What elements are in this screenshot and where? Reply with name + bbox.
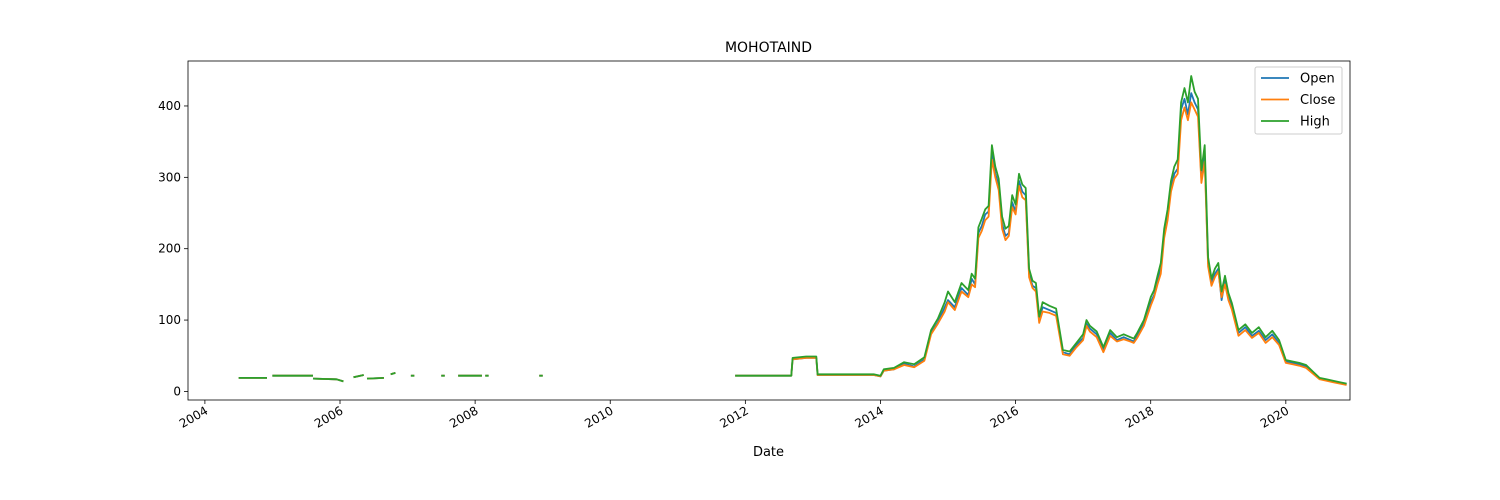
series-line-high-segment-4 bbox=[366, 377, 384, 380]
series-line-high-segment-3 bbox=[353, 374, 364, 379]
x-axis-label: Date bbox=[753, 445, 784, 460]
y-axis: 0 100 200 300 400 bbox=[158, 99, 188, 398]
y-tick-label: 400 bbox=[158, 99, 181, 113]
chart-title: MOHOTAIND bbox=[725, 40, 812, 56]
y-tick-label: 200 bbox=[158, 242, 181, 256]
legend-box bbox=[1254, 66, 1343, 135]
y-tick-label: 0 bbox=[173, 384, 181, 398]
legend: Open Close High bbox=[1254, 66, 1343, 135]
plot-lines bbox=[238, 75, 1347, 386]
series-line-high-segment-2 bbox=[312, 377, 344, 383]
series-line-high-segment-5 bbox=[390, 372, 396, 376]
series-line-close-segment-11 bbox=[735, 101, 1347, 386]
series-line-high-segment-11 bbox=[735, 75, 1347, 385]
plot-frame bbox=[187, 60, 1351, 401]
y-tick-label: 100 bbox=[158, 313, 181, 327]
legend-label-high: High bbox=[1300, 115, 1330, 130]
legend-label-open: Open bbox=[1300, 72, 1335, 87]
y-tick-label: 300 bbox=[158, 170, 181, 184]
legend-label-close: Close bbox=[1300, 93, 1335, 108]
